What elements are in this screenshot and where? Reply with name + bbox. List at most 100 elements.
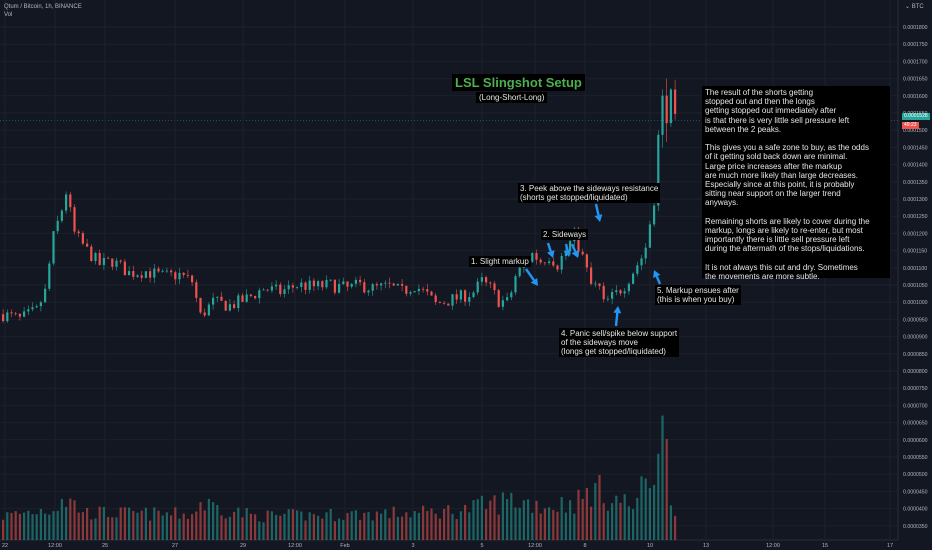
volume-bar	[396, 516, 399, 540]
volume-bar	[426, 510, 429, 540]
candle-body	[304, 282, 307, 290]
candle-body	[661, 95, 664, 135]
volume-bar	[161, 515, 164, 540]
volume-bar	[648, 488, 651, 540]
volume-bar	[430, 508, 433, 540]
candle-body	[497, 290, 500, 307]
candle-body	[237, 295, 240, 309]
volume-bar	[577, 489, 580, 540]
price-tick-label: 0.0001300	[903, 197, 928, 203]
volume-bar	[539, 513, 542, 540]
candle-body	[212, 297, 215, 305]
candle-body	[39, 302, 42, 307]
candle-body	[342, 281, 345, 285]
price-tick-label: 0.0000900	[903, 335, 928, 341]
setup-subtitle: (Long-Short-Long)	[476, 92, 548, 103]
candle-body	[552, 261, 555, 266]
price-tick-label: 0.0000600	[903, 438, 928, 444]
volume-bar	[585, 488, 588, 540]
current-price-tag: 0.0001528	[902, 113, 930, 120]
volume-bar	[216, 505, 219, 540]
volume-bar	[329, 508, 332, 540]
time-axis[interactable]: 22 12:00 25 27 29 12:00 Feb 3 5 12:00 8 10 13 12:00 15…	[2, 543, 893, 549]
candle-body	[60, 210, 63, 221]
volume-bar	[270, 511, 273, 540]
volume-bar	[657, 453, 660, 540]
volume-bar	[569, 500, 572, 540]
candle-body	[81, 233, 84, 244]
candle-body	[674, 89, 677, 114]
price-candles	[2, 78, 677, 323]
candle-body	[354, 279, 357, 284]
price-tick-label: 0.0000950	[903, 317, 928, 323]
volume-bars	[2, 415, 677, 540]
candle-body	[627, 283, 630, 292]
candle-body	[644, 247, 647, 259]
candle-body	[321, 281, 324, 288]
volume-bar	[522, 500, 525, 540]
volume-bar	[674, 515, 677, 540]
volume-bar	[191, 514, 194, 540]
time-tick-label: 8	[583, 543, 586, 549]
volume-bar	[346, 513, 349, 540]
volume-bar	[220, 515, 223, 540]
candle-body	[182, 272, 185, 275]
candle-body	[287, 285, 290, 290]
volume-bar	[233, 511, 236, 540]
volume-bar	[237, 507, 240, 540]
volume-bar	[602, 503, 605, 540]
volume-bar	[342, 519, 345, 540]
time-tick-label: 27	[172, 543, 178, 549]
candle-body	[548, 261, 551, 264]
symbol-title: Qtum / Bitcoin, 1h, BINANCE	[4, 4, 82, 10]
volume-label: Vol	[4, 12, 13, 18]
candle-body	[464, 290, 467, 302]
time-tick-label: 5	[480, 543, 483, 549]
volume-bar	[81, 512, 84, 540]
volume-bar	[594, 483, 597, 540]
volume-bar	[669, 505, 672, 540]
volume-bar	[296, 510, 299, 540]
candle-body	[170, 270, 173, 273]
volume-bar	[207, 498, 210, 540]
candle-body	[52, 231, 55, 264]
candle-body	[102, 257, 105, 265]
candle-body	[56, 220, 59, 232]
candle-body	[31, 307, 34, 310]
candle-body	[98, 252, 101, 265]
candle-body	[447, 303, 450, 306]
price-tick-label: 0.0001450	[903, 145, 928, 151]
price-tick-label: 0.0001050	[903, 283, 928, 289]
volume-bar	[518, 507, 521, 540]
currency-selector[interactable]: ⌄ BTC	[905, 3, 924, 10]
annotation-arrow-shaft	[546, 242, 552, 252]
annotation-step5: 5. Markup ensues after (this is when you…	[655, 285, 741, 305]
candle-body	[178, 272, 181, 280]
annotation-arrow-shaft	[614, 312, 619, 327]
candle-body	[619, 290, 622, 294]
volume-bar	[18, 513, 21, 540]
candle-body	[157, 268, 160, 272]
price-tick-label: 0.0001350	[903, 180, 928, 186]
time-tick-label: Feb	[340, 543, 349, 549]
candle-body	[371, 284, 374, 291]
candle-body	[480, 277, 483, 282]
candle-body	[615, 290, 618, 293]
volume-bar	[388, 518, 391, 540]
price-axis[interactable]: 0.0001800 0.0001750 0.0001700 0.0001650 0.00…	[903, 25, 928, 530]
candle-body	[207, 304, 210, 316]
candle-body	[501, 300, 504, 307]
volume-bar	[56, 510, 59, 540]
volume-bar	[157, 510, 160, 540]
price-tick-label: 0.0001700	[903, 59, 928, 65]
volume-bar	[254, 514, 257, 540]
candle-body	[191, 275, 194, 283]
candle-body	[430, 291, 433, 296]
chevron-down-icon: ⌄	[905, 4, 912, 10]
candle-body	[346, 281, 349, 287]
volume-bar	[417, 512, 420, 540]
time-tick-label: 22	[2, 543, 8, 549]
price-tick-label: 0.0001600	[903, 94, 928, 100]
volume-bar	[338, 518, 341, 540]
